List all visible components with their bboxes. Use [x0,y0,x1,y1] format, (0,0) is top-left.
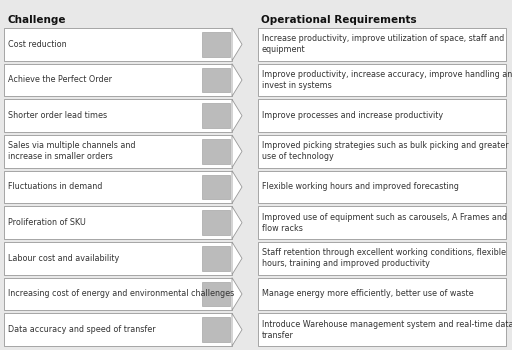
FancyBboxPatch shape [4,64,232,96]
Text: Challenge: Challenge [7,15,66,25]
Polygon shape [232,64,242,96]
FancyBboxPatch shape [258,99,506,132]
FancyBboxPatch shape [258,242,506,275]
FancyBboxPatch shape [202,317,230,342]
Text: Achieve the Perfect Order: Achieve the Perfect Order [8,76,112,84]
FancyBboxPatch shape [4,313,232,346]
Text: Improve processes and increase productivity: Improve processes and increase productiv… [262,111,443,120]
Text: Improved use of equipment such as carousels, A Frames and
flow racks: Improved use of equipment such as carous… [262,212,507,233]
Polygon shape [232,28,242,61]
Polygon shape [232,206,242,239]
Text: Improve productivity, increase accuracy, improve handling and
invest in systems: Improve productivity, increase accuracy,… [262,70,512,90]
Polygon shape [232,242,242,275]
Text: Proliferation of SKU: Proliferation of SKU [8,218,86,227]
Text: Manage energy more efficiently, better use of waste: Manage energy more efficiently, better u… [262,289,474,299]
Polygon shape [232,171,242,203]
FancyBboxPatch shape [4,171,232,203]
Text: Increasing cost of energy and environmental challenges: Increasing cost of energy and environmen… [8,289,234,299]
Text: Introduce Warehouse management system and real-time data
transfer: Introduce Warehouse management system an… [262,320,512,340]
Text: Operational Requirements: Operational Requirements [261,15,417,25]
FancyBboxPatch shape [4,206,232,239]
FancyBboxPatch shape [258,313,506,346]
FancyBboxPatch shape [258,28,506,61]
Polygon shape [232,99,242,132]
FancyBboxPatch shape [202,282,230,306]
Text: Cost reduction: Cost reduction [8,40,67,49]
Text: Increase productivity, improve utilization of space, staff and
equipment: Increase productivity, improve utilizati… [262,34,504,54]
FancyBboxPatch shape [258,64,506,96]
FancyBboxPatch shape [202,210,230,235]
FancyBboxPatch shape [202,175,230,199]
Text: Data accuracy and speed of transfer: Data accuracy and speed of transfer [8,325,156,334]
FancyBboxPatch shape [202,246,230,271]
FancyBboxPatch shape [4,99,232,132]
Text: Flexible working hours and improved forecasting: Flexible working hours and improved fore… [262,182,459,191]
Polygon shape [232,278,242,310]
FancyBboxPatch shape [258,206,506,239]
FancyBboxPatch shape [258,135,506,168]
Text: Staff retention through excellent working conditions, flexible
hours, training a: Staff retention through excellent workin… [262,248,506,268]
Text: Labour cost and availability: Labour cost and availability [8,254,119,263]
FancyBboxPatch shape [4,242,232,275]
Text: Sales via multiple channels and
increase in smaller orders: Sales via multiple channels and increase… [8,141,136,161]
FancyBboxPatch shape [258,278,506,310]
Text: Improved picking strategies such as bulk picking and greater
use of technology: Improved picking strategies such as bulk… [262,141,508,161]
FancyBboxPatch shape [202,139,230,163]
Polygon shape [232,135,242,168]
Polygon shape [232,313,242,346]
FancyBboxPatch shape [202,68,230,92]
Text: Fluctuations in demand: Fluctuations in demand [8,182,102,191]
FancyBboxPatch shape [258,171,506,203]
FancyBboxPatch shape [202,32,230,57]
FancyBboxPatch shape [202,103,230,128]
FancyBboxPatch shape [4,28,232,61]
Text: Shorter order lead times: Shorter order lead times [8,111,107,120]
FancyBboxPatch shape [4,278,232,310]
FancyBboxPatch shape [4,135,232,168]
